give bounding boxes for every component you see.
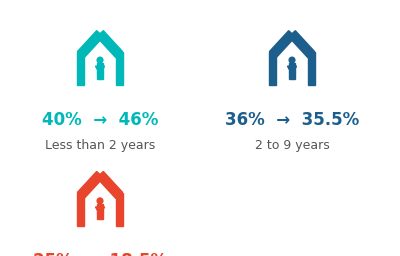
- Polygon shape: [97, 172, 122, 198]
- Bar: [100, 213, 103, 219]
- Text: Less than 2 years: Less than 2 years: [45, 140, 155, 152]
- Polygon shape: [97, 31, 122, 58]
- Bar: [78, 52, 84, 85]
- Polygon shape: [270, 31, 295, 58]
- Bar: [270, 52, 276, 85]
- Text: 40%  →  46%: 40% → 46%: [42, 111, 158, 129]
- Bar: [289, 63, 295, 72]
- Polygon shape: [289, 31, 314, 58]
- Bar: [308, 52, 314, 85]
- Polygon shape: [96, 207, 104, 210]
- Bar: [97, 204, 103, 213]
- Bar: [116, 193, 122, 226]
- Bar: [100, 72, 103, 79]
- Polygon shape: [78, 31, 103, 58]
- Bar: [116, 52, 122, 85]
- Text: 25%  →  18.5%: 25% → 18.5%: [33, 252, 167, 256]
- Bar: [289, 72, 292, 79]
- Text: 2 to 9 years: 2 to 9 years: [255, 140, 329, 152]
- Bar: [78, 193, 84, 226]
- Circle shape: [97, 57, 103, 63]
- Bar: [97, 72, 100, 79]
- Circle shape: [289, 57, 295, 63]
- Polygon shape: [288, 66, 296, 69]
- Bar: [292, 72, 295, 79]
- Text: 36%  →  35.5%: 36% → 35.5%: [225, 111, 359, 129]
- Bar: [97, 63, 103, 72]
- Polygon shape: [96, 66, 104, 69]
- Polygon shape: [78, 172, 103, 198]
- Bar: [97, 213, 100, 219]
- Circle shape: [97, 198, 103, 204]
